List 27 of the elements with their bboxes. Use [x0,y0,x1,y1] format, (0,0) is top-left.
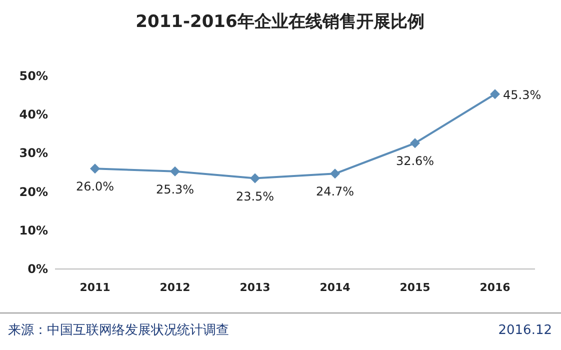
chart-title: 2011-2016年企业在线销售开展比例 [136,12,424,32]
x-tick-label: 2011 [80,281,110,294]
y-tick-label: 30% [19,146,48,160]
text: 2016.12 [498,323,552,338]
x-tick-label: 2015 [400,281,430,294]
point [90,164,100,174]
data-label: 32.6% [396,154,434,168]
point [330,168,340,179]
y-tick-label: 40% [19,108,48,122]
data-label: 26.0% [76,180,114,194]
point [490,89,500,100]
data-label: 24.7% [316,184,354,199]
y-tick-label: 0% [28,262,48,276]
source-note: 来源：中国互联网络发展状况统计调查 [8,323,229,338]
data-label: 23.5% [236,189,274,204]
y-tick-label: 20% [19,184,48,199]
x-tick-label: 2016 [480,281,511,294]
x-tick-label: 2012 [160,281,190,294]
y-tick-label: 50% [19,69,48,83]
point [250,173,260,184]
point [170,166,180,176]
data-label: 45.3% [503,88,542,102]
y-tick-label: 10% [19,223,48,238]
point [410,138,420,148]
data-label: 25.3% [156,182,194,196]
x-tick-label: 2014 [320,281,351,294]
x-tick-label: 2013 [240,281,270,294]
